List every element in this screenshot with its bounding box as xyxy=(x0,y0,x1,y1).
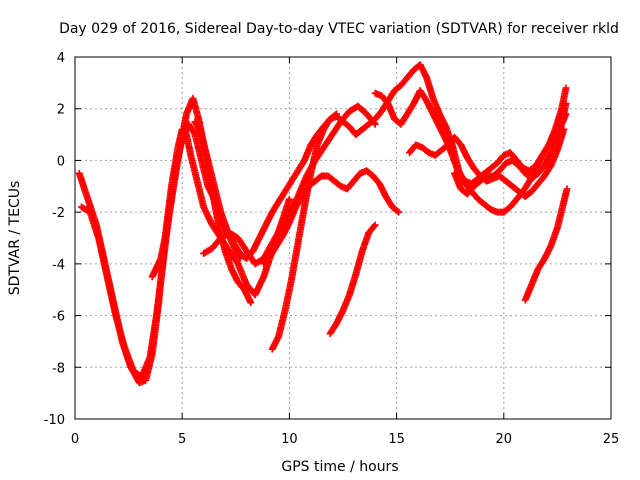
axis-ticks xyxy=(74,56,612,420)
series-sat-a xyxy=(75,125,293,387)
data-points xyxy=(75,61,571,387)
y-tick-label: -4 xyxy=(52,258,65,273)
x-tick-label: 10 xyxy=(281,432,298,447)
series-sat-k xyxy=(450,100,570,198)
x-tick-labels: 0 5 10 15 20 25 xyxy=(71,432,619,447)
y-tick-label: 0 xyxy=(57,154,65,169)
series-sat-j xyxy=(405,125,568,201)
data-point xyxy=(563,185,571,193)
data-point xyxy=(190,129,198,137)
y-tick-label: -10 xyxy=(44,413,65,428)
data-point xyxy=(562,84,570,92)
chart-title: Day 029 of 2016, Sidereal Day-to-day VTE… xyxy=(59,21,619,37)
series-sat-d xyxy=(191,110,341,263)
series-sat-g xyxy=(260,167,403,268)
data-point xyxy=(562,100,570,108)
data-point xyxy=(393,207,401,215)
series-sat-f xyxy=(268,61,570,353)
y-axis-label: SDTVAR / TECUs xyxy=(7,181,23,296)
data-point xyxy=(370,222,378,230)
x-axis-label: GPS time / hours xyxy=(281,459,398,475)
grid-lines xyxy=(75,57,611,419)
y-tick-label: -6 xyxy=(52,310,65,325)
x-tick-label: 5 xyxy=(178,432,186,447)
data-point xyxy=(285,195,293,203)
y-tick-label: -8 xyxy=(52,361,65,376)
y-tick-labels: -10 -8 -6 -4 -2 0 2 4 xyxy=(44,51,65,428)
plot-frame xyxy=(74,56,612,420)
x-tick-label: 25 xyxy=(603,432,620,447)
series-sat-l xyxy=(521,185,571,304)
series-sat-h xyxy=(326,221,379,338)
y-tick-label: -2 xyxy=(52,206,65,221)
x-tick-label: 0 xyxy=(71,432,79,447)
x-tick-label: 15 xyxy=(388,432,405,447)
data-point xyxy=(247,299,255,307)
y-tick-label: 2 xyxy=(57,103,65,118)
data-point xyxy=(371,221,379,229)
y-tick-label: 4 xyxy=(57,51,65,66)
series-sat-e xyxy=(200,102,379,268)
x-tick-label: 20 xyxy=(496,432,513,447)
data-point xyxy=(395,208,403,216)
